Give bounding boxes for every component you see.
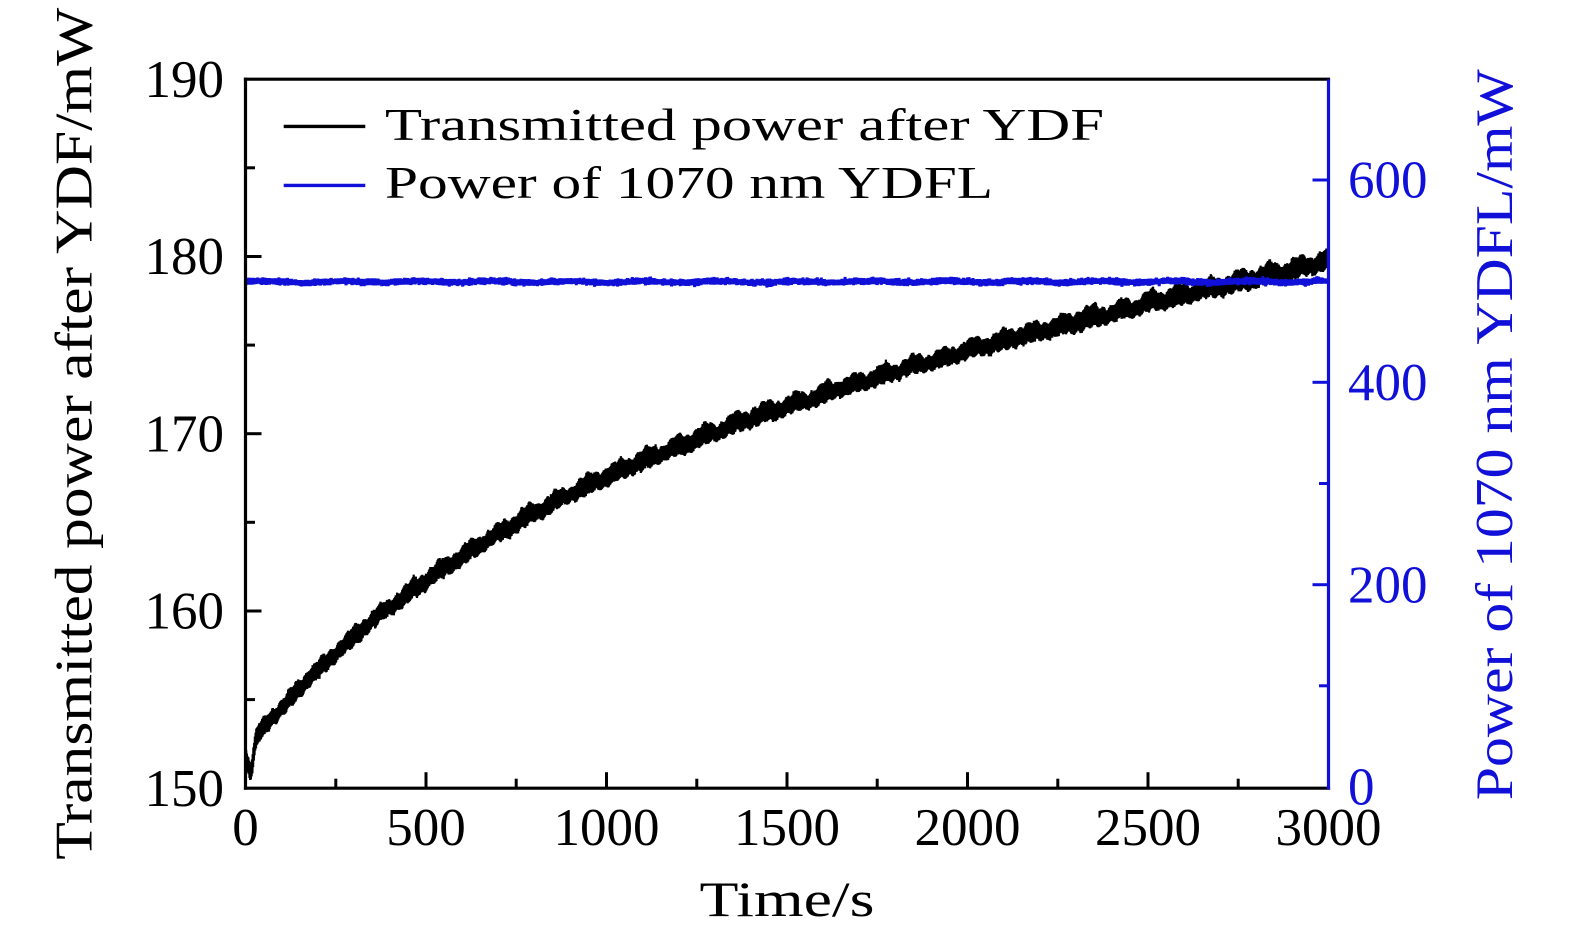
svg-text:Power of 1070 nm YDFL/mW: Power of 1070 nm YDFL/mW — [1466, 69, 1524, 800]
svg-text:200: 200 — [1348, 556, 1428, 614]
svg-text:2000: 2000 — [915, 799, 1021, 857]
svg-text:180: 180 — [145, 228, 225, 286]
svg-text:Transmitted power after YDF/mW: Transmitted power after YDF/mW — [46, 8, 104, 860]
svg-text:0: 0 — [1348, 759, 1375, 817]
svg-text:170: 170 — [145, 405, 225, 463]
svg-text:Time/s: Time/s — [700, 871, 875, 927]
svg-text:400: 400 — [1348, 354, 1428, 412]
svg-text:Power of 1070 nm YDFL: Power of 1070 nm YDFL — [385, 157, 993, 208]
svg-text:3000: 3000 — [1276, 799, 1382, 857]
svg-text:Transmitted power after YDF: Transmitted power after YDF — [385, 99, 1104, 150]
svg-text:1500: 1500 — [734, 799, 840, 857]
svg-text:160: 160 — [145, 583, 225, 641]
svg-text:500: 500 — [386, 799, 466, 857]
svg-text:0: 0 — [232, 799, 259, 857]
svg-text:2500: 2500 — [1095, 799, 1201, 857]
svg-text:190: 190 — [145, 51, 225, 109]
svg-text:600: 600 — [1348, 152, 1428, 210]
svg-text:1000: 1000 — [554, 799, 660, 857]
svg-text:150: 150 — [145, 760, 225, 818]
